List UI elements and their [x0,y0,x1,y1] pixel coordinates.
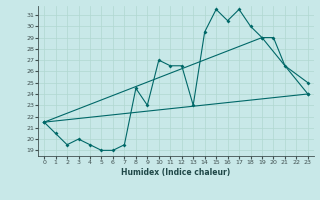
X-axis label: Humidex (Indice chaleur): Humidex (Indice chaleur) [121,168,231,177]
